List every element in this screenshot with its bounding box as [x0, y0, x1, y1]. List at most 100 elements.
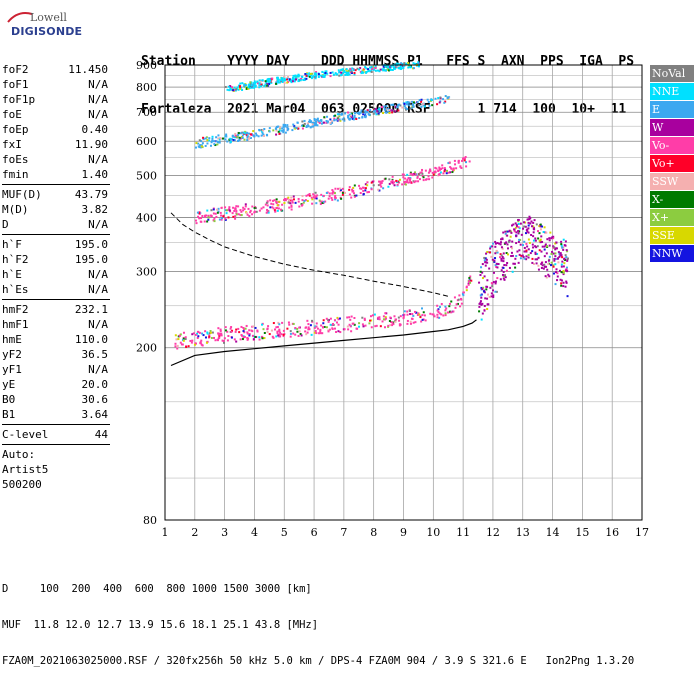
echo-point	[226, 140, 229, 143]
echo-point	[404, 183, 407, 186]
echo-point	[271, 335, 274, 338]
echo-point	[553, 259, 556, 262]
echo-point	[279, 335, 282, 338]
echo-point	[348, 193, 351, 196]
echo-point	[312, 196, 315, 199]
echo-point	[508, 240, 511, 243]
echo-point	[412, 172, 415, 175]
echo-point	[179, 333, 182, 336]
echo-point	[201, 215, 204, 218]
echo-point	[290, 204, 293, 207]
echo-point	[560, 282, 563, 285]
y-tick-label: 300	[136, 266, 157, 279]
echo-point	[403, 310, 406, 313]
echo-point	[544, 261, 547, 264]
echo-point	[344, 71, 347, 74]
echo-point	[280, 77, 283, 80]
echo-point	[409, 107, 412, 110]
echo-point	[337, 187, 340, 190]
echo-point	[438, 316, 441, 319]
echo-point	[494, 264, 497, 267]
echo-point	[226, 339, 229, 342]
echo-point	[391, 175, 394, 178]
echo-point	[460, 298, 463, 301]
echo-point	[264, 80, 267, 83]
echo-point	[393, 315, 396, 318]
echo-point	[403, 313, 406, 316]
echo-point	[313, 119, 316, 122]
echo-point	[452, 310, 455, 313]
echo-point	[492, 242, 495, 245]
echo-point	[235, 210, 238, 213]
echo-point	[491, 258, 494, 261]
echo-point	[540, 266, 543, 269]
param-group-virtual-heights: h`F 195.0 h`F2 195.0 h`E N/A h`Es N/A	[2, 237, 108, 297]
echo-point	[315, 71, 318, 74]
echo-point	[551, 250, 554, 253]
echo-point	[335, 118, 338, 121]
echo-point	[414, 180, 417, 183]
echo-point	[261, 337, 264, 340]
echo-point	[398, 63, 401, 66]
echo-point	[319, 330, 322, 333]
echo-point	[267, 211, 270, 214]
echo-point	[177, 338, 180, 341]
echo-point	[423, 105, 426, 108]
legend-item-vo: Vo-	[650, 137, 694, 154]
echo-point	[460, 167, 463, 170]
x-tick-label: 17	[635, 526, 649, 539]
echo-point	[252, 82, 255, 85]
echo-point	[436, 316, 439, 319]
echo-point	[523, 246, 526, 249]
echo-point	[555, 241, 558, 244]
footer-info: D 100 200 400 600 800 1000 1500 3000 [km…	[2, 559, 634, 679]
param-row-mufd: MUF(D) 43.79	[2, 187, 108, 202]
echo-point	[510, 245, 513, 248]
echo-point	[381, 68, 384, 71]
echo-point	[229, 87, 232, 90]
echo-point	[373, 109, 376, 112]
echo-point	[272, 129, 275, 132]
echo-point	[379, 68, 382, 71]
echo-point	[200, 140, 203, 143]
echo-point	[502, 257, 505, 260]
echo-point	[540, 250, 543, 253]
x-tick-label: 12	[486, 526, 500, 539]
echo-point	[433, 172, 436, 175]
echo-point	[194, 146, 197, 149]
echo-point	[527, 221, 530, 224]
echo-point	[552, 265, 555, 268]
echo-point	[319, 203, 322, 206]
echo-point	[332, 323, 335, 326]
echo-point	[358, 322, 361, 325]
echo-point	[258, 82, 261, 85]
echo-point	[564, 254, 567, 257]
echo-point	[349, 69, 352, 72]
echo-point	[384, 316, 387, 319]
echo-point	[220, 206, 223, 209]
echo-point	[523, 250, 526, 253]
echo-point	[336, 73, 339, 76]
echo-point	[497, 263, 500, 266]
echo-point	[296, 74, 299, 77]
echo-point	[504, 230, 507, 233]
echo-point	[409, 178, 412, 181]
echo-point	[303, 119, 306, 122]
echo-point	[237, 84, 240, 87]
echo-point	[353, 72, 356, 75]
echo-point	[344, 191, 347, 194]
echo-point	[417, 104, 420, 107]
echo-point	[241, 82, 244, 85]
echo-point	[500, 257, 503, 260]
echo-point	[565, 268, 568, 271]
echo-point	[325, 70, 328, 73]
echo-point	[251, 86, 254, 89]
echo-point	[263, 331, 266, 334]
echo-point	[510, 251, 513, 254]
echo-point	[315, 195, 318, 198]
echo-point	[320, 75, 323, 78]
x-tick-label: 4	[251, 526, 258, 539]
echo-point	[480, 296, 483, 299]
echo-point	[207, 216, 210, 219]
echo-point	[281, 129, 284, 132]
